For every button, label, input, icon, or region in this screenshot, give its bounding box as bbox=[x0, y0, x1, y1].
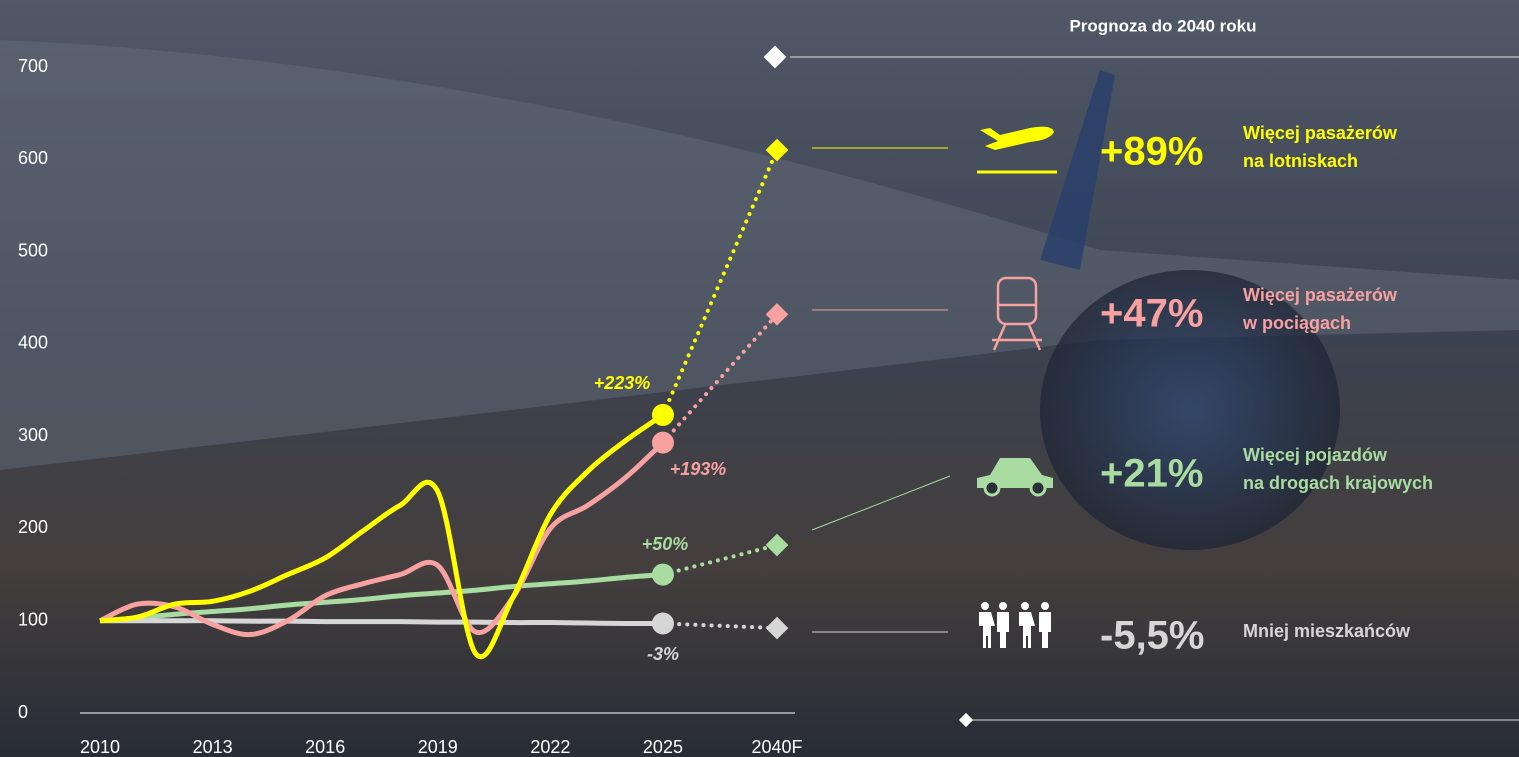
engine bbox=[1040, 270, 1340, 550]
x-tick-label: 2016 bbox=[305, 737, 345, 757]
series-line bbox=[99, 412, 665, 659]
series-annotation: +50% bbox=[642, 534, 689, 554]
y-tick-label: 200 bbox=[18, 517, 48, 537]
point-2025 bbox=[651, 563, 674, 586]
connector bbox=[811, 475, 951, 531]
car-icon bbox=[977, 458, 1053, 497]
x-tick-label: 2022 bbox=[530, 737, 570, 757]
y-tick-label: 500 bbox=[18, 240, 48, 260]
forecast-change: +21% bbox=[1100, 452, 1203, 496]
forecast-line bbox=[660, 543, 779, 577]
forecast-label: Więcej pojazdów bbox=[1243, 445, 1388, 465]
panel-bottom-diamond bbox=[958, 712, 974, 728]
x-tick-label: 2040F bbox=[751, 737, 802, 757]
series-annotation: +223% bbox=[594, 373, 651, 393]
forecast-change: -5,5% bbox=[1100, 614, 1205, 658]
x-tick-label: 2010 bbox=[80, 737, 120, 757]
series-line bbox=[100, 618, 663, 627]
forecast-marker bbox=[765, 616, 789, 640]
forecast-marker bbox=[765, 303, 789, 326]
forecast-change: +47% bbox=[1100, 292, 1203, 336]
y-tick-label: 0 bbox=[18, 702, 28, 722]
forecast-label: na lotniskach bbox=[1243, 151, 1358, 171]
forecast-label: Więcej pasażerów bbox=[1243, 123, 1398, 143]
series-annotation: +193% bbox=[670, 459, 727, 479]
forecast-line bbox=[660, 148, 779, 417]
train-icon bbox=[992, 276, 1042, 351]
forecast-marker bbox=[765, 533, 789, 557]
y-tick-label: 300 bbox=[18, 425, 48, 445]
forecast-label: na drogach krajowych bbox=[1243, 473, 1433, 493]
forecast-label: w pociągach bbox=[1242, 313, 1351, 333]
forecast-line bbox=[660, 621, 779, 631]
series-line bbox=[98, 440, 665, 638]
panel-title: Prognoza do 2040 roku bbox=[1069, 16, 1256, 35]
plane-icon bbox=[977, 126, 1057, 174]
x-tick-label: 2019 bbox=[418, 737, 458, 757]
people-icon bbox=[979, 602, 1051, 648]
forecast-label: Mniej mieszkańców bbox=[1243, 621, 1411, 641]
forecast-label: Więcej pasażerów bbox=[1243, 285, 1398, 305]
plane-body bbox=[0, 40, 1519, 470]
x-tick-label: 2025 bbox=[643, 737, 683, 757]
point-2025 bbox=[651, 431, 674, 454]
series-annotation: -3% bbox=[647, 644, 679, 664]
point-2025 bbox=[651, 403, 674, 426]
y-tick-label: 700 bbox=[18, 56, 48, 76]
point-2025 bbox=[651, 612, 674, 635]
x-tick-label: 2013 bbox=[193, 737, 233, 757]
y-tick-label: 600 bbox=[18, 148, 48, 168]
y-tick-label: 400 bbox=[18, 333, 48, 353]
forecast-change: +89% bbox=[1100, 130, 1203, 174]
tail bbox=[1040, 70, 1115, 270]
y-tick-label: 100 bbox=[18, 609, 48, 629]
